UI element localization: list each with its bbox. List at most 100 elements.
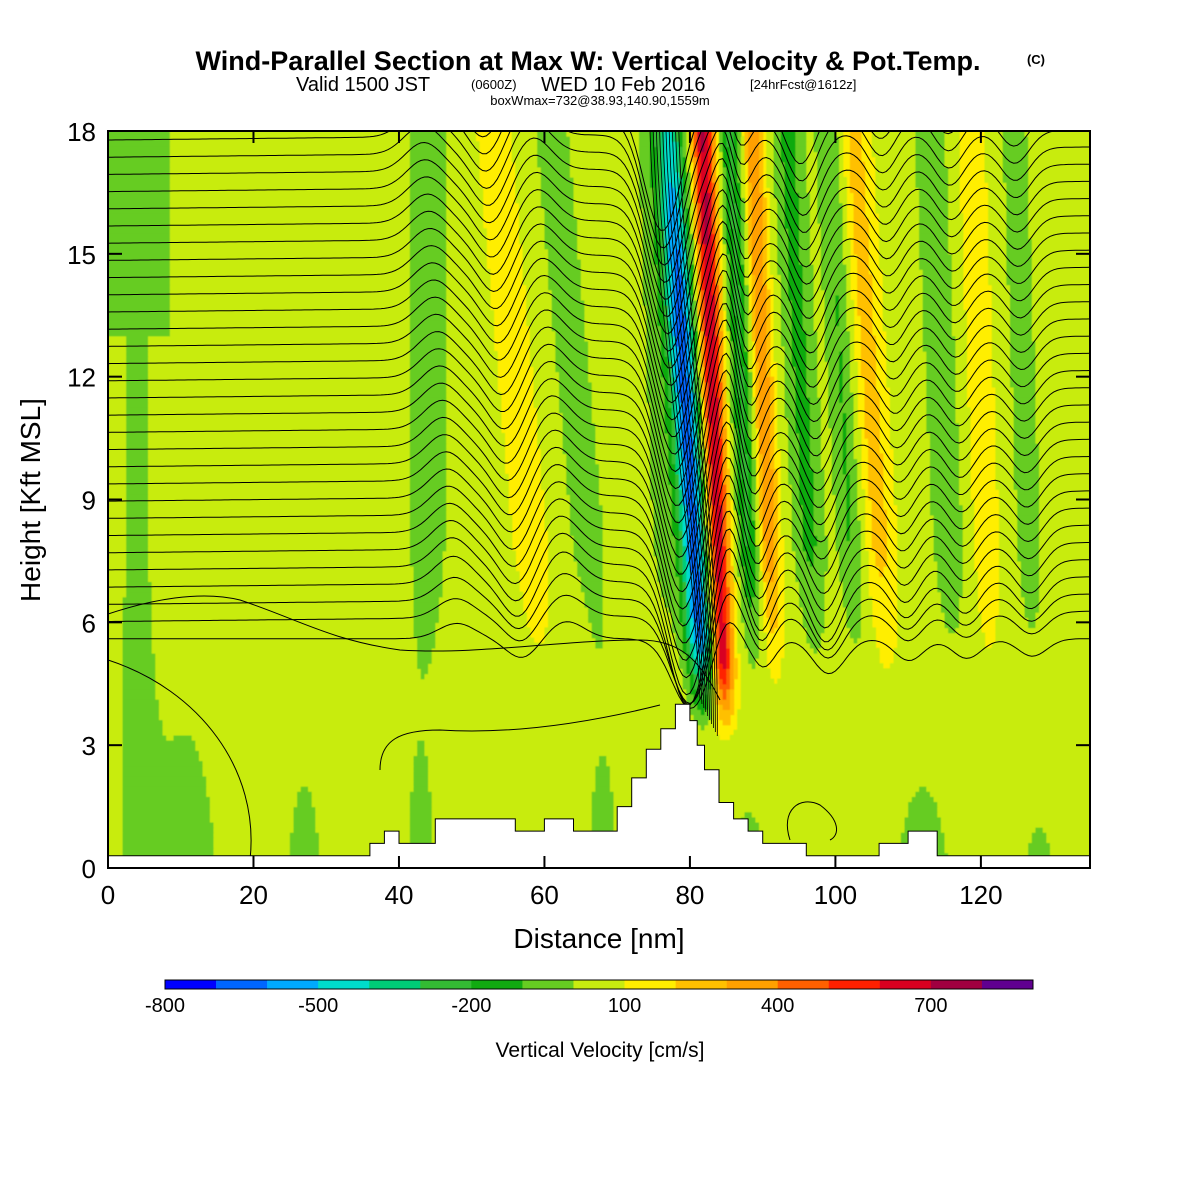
velocity-cell [842,443,847,449]
velocity-cell [660,218,666,224]
velocity-cell [929,484,960,490]
velocity-cell [799,499,815,506]
velocity-cell [700,151,709,158]
velocity-cell [999,535,1018,542]
velocity-cell [715,555,724,562]
velocity-cell [446,305,491,311]
velocity-cell [719,422,724,429]
velocity-cell [769,402,775,408]
velocity-cell [817,345,826,352]
velocity-cell [689,253,695,260]
velocity-cell [853,427,862,434]
velocity-cell [700,202,706,209]
velocity-cell [853,432,862,439]
velocity-cell [704,248,713,255]
velocity-cell [788,432,800,439]
velocity-cell [853,448,862,455]
velocity-cell [788,427,796,434]
velocity-cell [1013,386,1037,393]
velocity-cell [708,197,713,204]
velocity-cell [108,688,124,695]
velocity-cell [784,187,796,194]
velocity-cell [646,371,662,378]
velocity-cell [984,161,1004,168]
velocity-cell [668,468,676,475]
velocity-cell [773,356,786,362]
velocity-cell [922,294,953,301]
velocity-cell [748,177,760,183]
velocity-cell [544,519,571,526]
velocity-cell [1035,392,1090,398]
velocity-cell [682,550,687,557]
velocity-cell [755,591,760,598]
velocity-cell [1035,376,1090,383]
velocity-cell [842,381,851,388]
velocity-cell [689,202,695,209]
velocity-cell [729,699,735,705]
velocity-cell [842,253,851,260]
velocity-cell [751,422,756,429]
velocity-cell [108,499,127,506]
velocity-cell [919,786,927,792]
velocity-cell [729,688,735,695]
velocity-cell [693,371,698,378]
velocity-cell [722,243,727,250]
velocity-cell [711,192,716,199]
velocity-cell [806,386,818,393]
velocity-cell [715,187,720,194]
velocity-cell [722,156,731,163]
velocity-cell [922,299,953,306]
velocity-cell [737,238,742,245]
velocity-cell [824,489,833,495]
velocity-cell [664,427,673,434]
velocity-cell [733,238,738,245]
velocity-cell [675,146,680,153]
velocity-cell [613,791,917,797]
velocity-cell [511,151,538,158]
velocity-cell [1028,218,1090,224]
velocity-cell [737,207,742,214]
velocity-cell [1006,197,1029,204]
velocity-cell [937,806,1090,813]
velocity-cell [748,187,753,194]
velocity-cell [653,136,662,142]
velocity-cell [719,693,724,700]
velocity-cell [1009,356,1037,362]
velocity-cell [846,463,858,470]
velocity-cell [795,366,807,373]
velocity-cell [777,402,786,408]
velocity-cell [744,422,749,429]
velocity-cell [297,791,313,797]
velocity-cell [722,397,727,403]
velocity-cell [700,473,706,480]
velocity-cell [813,289,826,296]
velocity-cell [955,335,967,342]
velocity-cell [704,601,709,608]
velocity-cell [693,171,698,178]
velocity-cell [518,212,546,219]
velocity-cell [126,453,149,460]
velocity-cell [766,847,902,854]
velocity-cell [708,683,713,690]
velocity-cell [700,182,709,188]
velocity-cell [729,279,735,286]
velocity-cell [657,264,662,270]
velocity-cell [839,555,862,562]
velocity-cell [108,458,127,465]
velocity-cell [413,780,429,787]
velocity-cell [653,192,658,199]
velocity-cell [784,371,796,378]
velocity-cell [693,381,698,388]
velocity-cell [675,151,680,158]
velocity-cell [151,581,415,588]
velocity-cell [529,330,556,337]
velocity-cell [828,566,840,572]
velocity-cell [828,392,840,398]
velocity-cell [664,223,669,229]
velocity-cell [700,596,706,603]
velocity-cell [722,606,727,613]
velocity-cell [719,673,727,680]
velocity-cell [689,330,695,337]
velocity-cell [518,202,542,209]
velocity-cell [769,412,775,419]
